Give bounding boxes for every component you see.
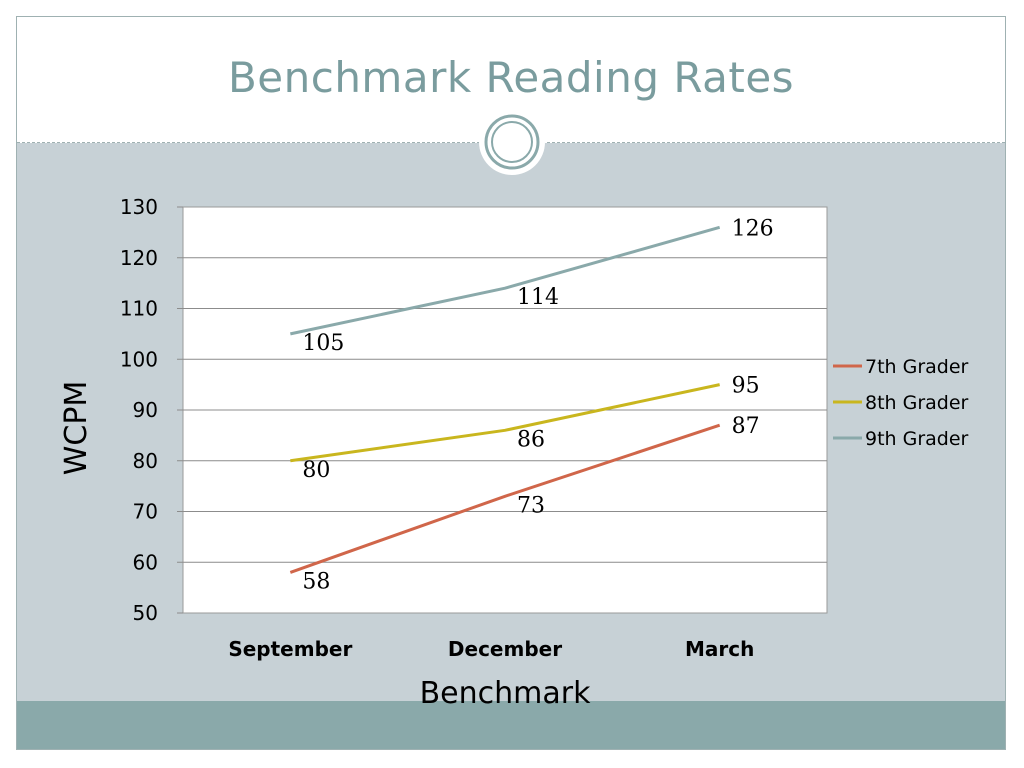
x-tick-label: March — [685, 637, 754, 661]
ornament-inner-ring — [491, 121, 533, 163]
y-tick-label: 120 — [120, 246, 158, 270]
x-tick-labels: September December March — [228, 637, 754, 661]
data-label: 73 — [517, 493, 545, 518]
legend: 7th Grader 8th Grader 9th Grader — [833, 356, 969, 450]
series-line — [290, 225, 721, 336]
data-label: 126 — [732, 216, 774, 241]
y-tick-label: 130 — [120, 195, 158, 219]
x-axis-title: Benchmark — [420, 676, 592, 711]
y-axis-title: WCPM — [59, 381, 94, 476]
series-line — [290, 383, 720, 463]
y-tick-label: 70 — [133, 500, 158, 524]
footer-band — [17, 701, 1005, 749]
ornament-ring-icon — [484, 114, 540, 170]
y-tick-label: 90 — [133, 398, 158, 422]
title-ornament — [479, 109, 545, 175]
ornament-outer-circle — [479, 109, 545, 175]
data-label: 105 — [302, 331, 344, 356]
legend-label: 8th Grader — [865, 392, 969, 414]
x-tick-label: September — [228, 637, 352, 661]
data-label: 80 — [302, 458, 330, 483]
series-line — [289, 423, 721, 574]
y-tick-labels: 50 60 70 80 90 100 110 120 130 — [120, 195, 158, 625]
series-lines — [289, 225, 721, 574]
data-label: 58 — [302, 569, 330, 594]
y-tick-label: 100 — [120, 347, 158, 371]
x-tick-label: December — [448, 637, 562, 661]
y-tick-label: 60 — [133, 550, 158, 574]
y-tick-label: 80 — [133, 449, 158, 473]
legend-label: 9th Grader — [865, 428, 969, 450]
slide-title: Benchmark Reading Rates — [227, 53, 795, 102]
legend-label: 7th Grader — [865, 356, 969, 378]
data-label: 86 — [517, 427, 545, 452]
data-label: 95 — [732, 374, 760, 399]
data-labels: 58 73 87 80 86 95 105 114 126 — [302, 216, 773, 594]
data-label: 87 — [732, 414, 760, 439]
data-label: 114 — [517, 285, 559, 310]
y-tick-label: 50 — [133, 601, 158, 625]
y-tick-label: 110 — [120, 297, 158, 321]
